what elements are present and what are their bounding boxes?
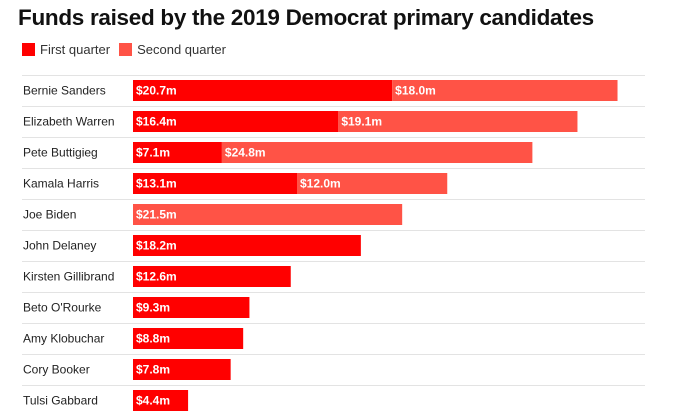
bar-second-quarter-pete-buttigieg <box>221 142 533 163</box>
bar-first-quarter-cory-booker <box>133 359 231 380</box>
data-label-first-quarter-kirsten-gillibrand: $12.6m <box>136 270 177 284</box>
data-label-second-quarter-kamala-harris: $12.0m <box>300 177 341 191</box>
legend: First quarter Second quarter <box>22 42 235 57</box>
bar-first-quarter-kirsten-gillibrand <box>133 266 291 287</box>
bar-second-quarter-elizabeth-warren <box>338 111 578 132</box>
category-label-beto-o-rourke: Beto O'Rourke <box>23 301 102 315</box>
category-label-bernie-sanders: Bernie Sanders <box>23 84 106 98</box>
bar-first-quarter-beto-o-rourke <box>133 297 250 318</box>
bar-second-quarter-kamala-harris <box>297 173 448 194</box>
legend-item-first-quarter: First quarter <box>22 42 110 57</box>
legend-swatch-first-quarter <box>22 43 35 56</box>
bar-first-quarter-amy-klobuchar <box>133 328 244 349</box>
data-label-first-quarter-kamala-harris: $13.1m <box>136 177 177 191</box>
data-label-second-quarter-elizabeth-warren: $19.1m <box>341 115 382 129</box>
data-label-second-quarter-pete-buttigieg: $24.8m <box>225 146 266 160</box>
category-label-kamala-harris: Kamala Harris <box>23 177 99 191</box>
bar-second-quarter-joe-biden <box>133 204 403 225</box>
legend-swatch-second-quarter <box>119 43 133 56</box>
data-label-first-quarter-amy-klobuchar: $8.8m <box>136 332 170 346</box>
legend-label-first-quarter: First quarter <box>40 42 111 57</box>
data-label-first-quarter-bernie-sanders: $20.7m <box>136 84 177 98</box>
bar-first-quarter-kamala-harris <box>133 173 298 194</box>
data-label-first-quarter-john-delaney: $18.2m <box>136 239 177 253</box>
data-label-second-quarter-bernie-sanders: $18.0m <box>395 84 436 98</box>
data-label-first-quarter-pete-buttigieg: $7.1m <box>136 146 170 160</box>
category-label-elizabeth-warren: Elizabeth Warren <box>23 115 115 129</box>
bar-first-quarter-john-delaney <box>133 235 361 256</box>
category-label-kirsten-gillibrand: Kirsten Gillibrand <box>23 270 114 284</box>
bar-first-quarter-elizabeth-warren <box>133 111 339 132</box>
category-label-tulsi-gabbard: Tulsi Gabbard <box>23 394 98 408</box>
data-label-second-quarter-joe-biden: $21.5m <box>136 208 177 222</box>
bar-first-quarter-bernie-sanders <box>133 80 393 101</box>
data-label-first-quarter-cory-booker: $7.8m <box>136 363 170 377</box>
data-label-first-quarter-beto-o-rourke: $9.3m <box>136 301 170 315</box>
category-label-amy-klobuchar: Amy Klobuchar <box>23 332 104 346</box>
legend-item-second-quarter: Second quarter <box>119 42 226 57</box>
bar-first-quarter-pete-buttigieg <box>133 142 222 163</box>
category-label-cory-booker: Cory Booker <box>23 363 90 377</box>
bar-first-quarter-tulsi-gabbard <box>133 390 189 411</box>
category-label-john-delaney: John Delaney <box>23 239 96 253</box>
category-label-pete-buttigieg: Pete Buttigieg <box>23 146 98 160</box>
data-label-first-quarter-tulsi-gabbard: $4.4m <box>136 394 170 408</box>
bar-second-quarter-bernie-sanders <box>392 80 618 101</box>
category-label-joe-biden: Joe Biden <box>23 208 76 222</box>
chart-title: Funds raised by the 2019 Democrat primar… <box>18 5 594 30</box>
legend-label-second-quarter: Second quarter <box>137 42 226 57</box>
data-label-first-quarter-elizabeth-warren: $16.4m <box>136 115 177 129</box>
